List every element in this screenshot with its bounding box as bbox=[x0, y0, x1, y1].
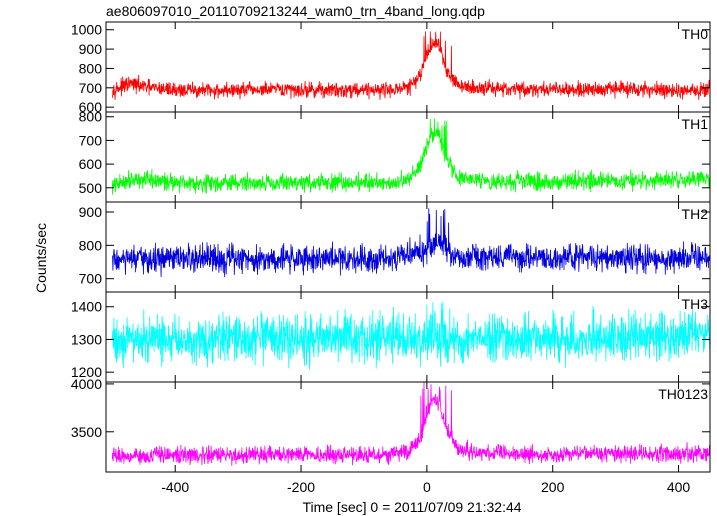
y-tick-label: 600 bbox=[79, 99, 103, 115]
panel-frame-th1 bbox=[105, 111, 711, 203]
panel-label-th2: TH2 bbox=[682, 206, 709, 222]
y-tick-label: 4000 bbox=[71, 376, 102, 392]
panels-group: 600 700 800 900 1000 TH0 500 600 700 800 TH1 700 800… bbox=[71, 21, 711, 495]
series-line-th3 bbox=[111, 301, 711, 370]
panel-label-th3: TH3 bbox=[682, 296, 709, 312]
y-tick-label: 700 bbox=[79, 80, 103, 96]
panel-frame-th0 bbox=[105, 21, 711, 113]
y-tick-label: 700 bbox=[79, 271, 103, 287]
y-tick-label: 3500 bbox=[71, 424, 102, 440]
panel-th3: 1200 1300 1400 TH3 bbox=[71, 291, 711, 383]
y-tick-label: 1300 bbox=[71, 331, 102, 347]
series-line-th1 bbox=[111, 118, 711, 195]
x-tick-label: 200 bbox=[541, 479, 565, 495]
x-axis-label: Time [sec] 0 = 2011/07/09 21:32:44 bbox=[302, 499, 521, 515]
panel-label-th0123: TH0123 bbox=[658, 386, 708, 402]
panel-th0: 600 700 800 900 1000 TH0 bbox=[71, 21, 711, 115]
x-tick-label: -200 bbox=[287, 479, 315, 495]
y-tick-label: 600 bbox=[79, 156, 103, 172]
panel-th0123: 3500 4000 -400 -200 0 200 400 TH0123 bbox=[71, 376, 711, 495]
y-tick-label: 800 bbox=[79, 60, 103, 76]
y-tick-label: 700 bbox=[79, 132, 103, 148]
y-tick-label: 800 bbox=[79, 109, 103, 125]
y-tick-label: 800 bbox=[79, 237, 103, 253]
chart-title: ae806097010_20110709213244_wam0_trn_4ban… bbox=[106, 3, 485, 19]
series-line-th0123 bbox=[111, 381, 711, 466]
panel-th1: 500 600 700 800 TH1 bbox=[79, 109, 711, 203]
x-tick-label: 0 bbox=[423, 479, 431, 495]
x-tick-label: -400 bbox=[161, 479, 189, 495]
series-line-th0 bbox=[111, 31, 711, 100]
y-tick-label: 1400 bbox=[71, 299, 102, 315]
panel-th2: 700 800 900 TH2 bbox=[79, 201, 711, 293]
panel-frame-th0123 bbox=[105, 381, 711, 473]
y-tick-label: 1200 bbox=[71, 364, 102, 380]
y-tick-label: 900 bbox=[79, 204, 103, 220]
y-tick-label: 500 bbox=[79, 180, 103, 196]
y-tick-label: 1000 bbox=[71, 22, 102, 38]
series-line-th2 bbox=[111, 208, 711, 278]
y-tick-label: 900 bbox=[79, 41, 103, 57]
panel-label-th0: TH0 bbox=[682, 26, 709, 42]
x-tick-label: 400 bbox=[667, 479, 691, 495]
y-axis-label: Counts/sec bbox=[33, 223, 49, 293]
panel-label-th1: TH1 bbox=[682, 116, 709, 132]
